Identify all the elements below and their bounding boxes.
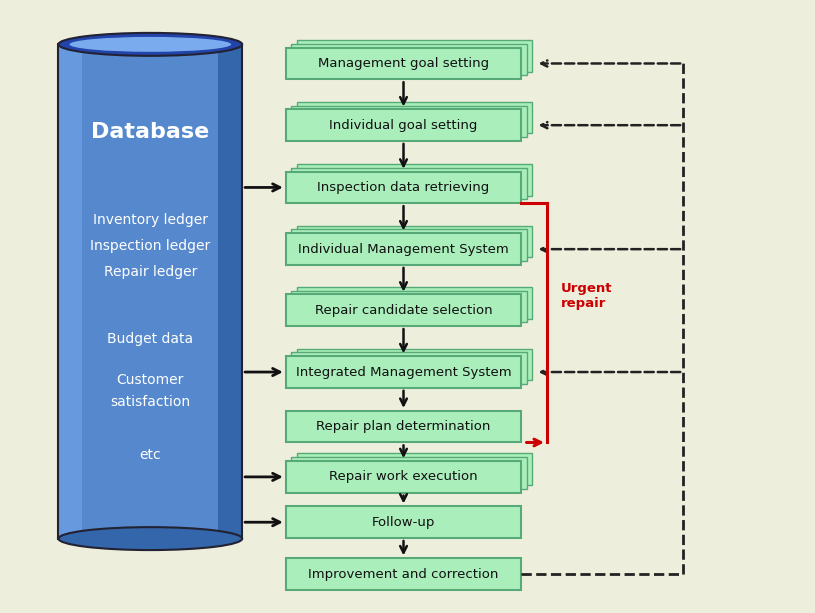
FancyBboxPatch shape [286,109,522,141]
Text: Repair plan determination: Repair plan determination [316,420,491,433]
Polygon shape [59,44,242,539]
Text: Inspection data retrieving: Inspection data retrieving [317,181,490,194]
Text: Inventory ledger: Inventory ledger [93,213,208,227]
FancyBboxPatch shape [291,352,527,384]
FancyBboxPatch shape [297,226,532,257]
FancyBboxPatch shape [286,356,522,388]
Text: Customer: Customer [117,373,184,387]
FancyBboxPatch shape [291,105,527,137]
Text: Individual Management System: Individual Management System [298,243,509,256]
Polygon shape [218,44,242,539]
FancyBboxPatch shape [286,172,522,204]
FancyBboxPatch shape [297,164,532,196]
FancyBboxPatch shape [286,558,522,590]
FancyBboxPatch shape [291,291,527,322]
FancyBboxPatch shape [286,234,522,265]
FancyBboxPatch shape [286,411,522,443]
FancyBboxPatch shape [286,506,522,538]
Text: Repair candidate selection: Repair candidate selection [315,304,492,317]
Text: satisfaction: satisfaction [110,395,191,408]
FancyBboxPatch shape [286,461,522,493]
Ellipse shape [69,37,231,52]
Text: Management goal setting: Management goal setting [318,57,489,70]
Text: etc: etc [139,448,161,462]
FancyBboxPatch shape [297,454,532,485]
Text: Repair ledger: Repair ledger [104,265,197,278]
Text: Integrated Management System: Integrated Management System [296,365,511,379]
FancyBboxPatch shape [297,40,532,72]
FancyBboxPatch shape [291,44,527,75]
Text: Repair work execution: Repair work execution [329,470,478,484]
Text: Inspection ledger: Inspection ledger [90,239,210,253]
FancyBboxPatch shape [286,48,522,79]
Ellipse shape [59,527,242,550]
FancyBboxPatch shape [291,168,527,199]
FancyBboxPatch shape [286,294,522,326]
FancyBboxPatch shape [291,457,527,489]
Polygon shape [59,44,82,539]
Text: Individual goal setting: Individual goal setting [329,119,478,132]
FancyBboxPatch shape [297,102,532,134]
Text: Improvement and correction: Improvement and correction [308,568,499,581]
Text: Follow-up: Follow-up [372,516,435,529]
Text: Database: Database [91,122,209,142]
Text: Urgent
repair: Urgent repair [562,282,613,310]
Text: Budget data: Budget data [108,332,193,346]
FancyBboxPatch shape [297,349,532,380]
Ellipse shape [59,33,242,56]
FancyBboxPatch shape [291,229,527,261]
FancyBboxPatch shape [297,287,532,319]
